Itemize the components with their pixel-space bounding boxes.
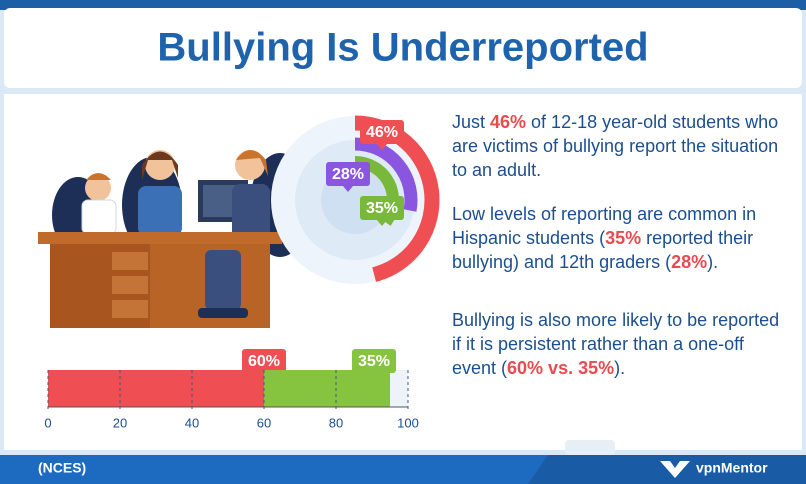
brand: vpnMentor xyxy=(696,460,768,476)
label-pointer xyxy=(377,144,387,150)
label-box xyxy=(360,196,404,220)
bar-segment xyxy=(264,370,390,407)
x-tick-label: 40 xyxy=(185,415,199,430)
paragraph: Low levels of reporting are common in Hi… xyxy=(452,202,788,274)
text-column: Just 46% of 12-18 year-old students who … xyxy=(452,110,788,400)
text-run: reported their bullying) and 12th grader… xyxy=(452,228,754,272)
text-run: Bullying is also more likely to be repor… xyxy=(452,310,780,378)
label-box xyxy=(360,120,404,144)
paragraph: Just 46% of 12-18 year-old students who … xyxy=(452,110,788,182)
arc xyxy=(354,137,418,212)
label-box xyxy=(326,162,370,186)
highlight: 60% vs. 35% xyxy=(507,358,615,378)
x-tick-label: 20 xyxy=(113,415,127,430)
scroll-handle xyxy=(565,440,615,455)
top-strip xyxy=(0,0,806,10)
label-pointer xyxy=(343,186,353,192)
charts: 46%28%35%60% 35%0 20 40 60 80 100 xyxy=(44,115,440,430)
x-tick-label: 60 xyxy=(257,415,271,430)
footer-brand-bg xyxy=(528,455,806,484)
title: Bullying Is Underreported xyxy=(157,26,648,70)
highlight: 28% xyxy=(671,252,708,272)
label-box xyxy=(352,349,396,373)
text-run: ). xyxy=(707,252,719,272)
data-label: 35% xyxy=(358,353,390,370)
paragraph: Bullying is also more likely to be repor… xyxy=(452,308,788,380)
x-tick-label: 0 xyxy=(44,415,51,430)
highlight: 35% xyxy=(605,228,642,248)
text-run: Low levels of reporting are common in Hi… xyxy=(452,204,757,248)
text-run: Just xyxy=(452,112,491,132)
label-pointer xyxy=(369,373,379,379)
data-label: 28% xyxy=(332,166,364,183)
source: (NCES) xyxy=(38,460,86,476)
data-label: 46% xyxy=(366,124,398,141)
label-box xyxy=(242,349,286,373)
text-run: ). xyxy=(614,358,626,378)
brand-logo xyxy=(660,461,690,478)
data-label: 60% xyxy=(248,353,280,370)
x-tick-label: 100 xyxy=(397,415,419,430)
data-label: 35% xyxy=(366,200,398,217)
highlight: 46% xyxy=(490,112,527,132)
bar-segment xyxy=(48,370,264,407)
text-run: of 12-18 year-old students who are victi… xyxy=(452,112,779,180)
label-pointer xyxy=(377,220,387,226)
header-box xyxy=(4,8,802,88)
x-tick-label: 80 xyxy=(329,415,343,430)
